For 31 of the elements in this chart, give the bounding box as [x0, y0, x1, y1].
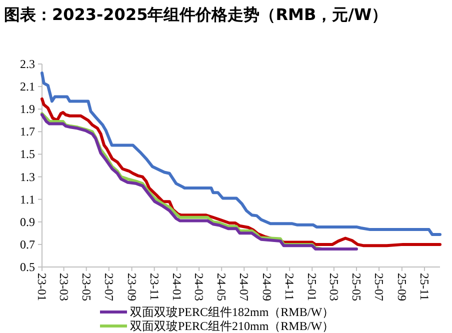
legend-label: 双面双玻PERC组件210mm（RMB/W） — [130, 319, 334, 333]
x-tick-label: 23-05 — [79, 273, 94, 301]
x-tick-label: 25-05 — [349, 273, 364, 301]
y-tick-label: 1.3 — [20, 170, 35, 184]
x-tick-label: 25-01 — [305, 273, 320, 301]
x-tick-label: 25-09 — [394, 273, 409, 301]
y-tick-label: 0.5 — [20, 260, 35, 274]
x-tick-label: 25-03 — [326, 273, 341, 301]
x-tick-label: 25-11 — [417, 273, 432, 301]
x-tick-label: 24-11 — [282, 273, 297, 301]
y-tick-label: 2.3 — [20, 57, 35, 71]
y-tick-label: 1.5 — [20, 147, 35, 162]
y-tick-label: 0.9 — [20, 214, 35, 229]
x-tick-label: 23-09 — [124, 273, 139, 301]
x-tick-label: 23-03 — [56, 273, 71, 301]
x-tick-label: 24-05 — [214, 273, 229, 301]
y-tick-label: 2.1 — [20, 80, 35, 94]
y-tick-label: 1.1 — [20, 192, 35, 206]
x-tick-label: 23-11 — [147, 273, 162, 301]
x-tick-label: 23-07 — [102, 273, 116, 301]
y-tick-label: 0.7 — [20, 237, 35, 252]
x-tick-label: 24-01 — [170, 273, 184, 301]
x-tick-label: 25-07 — [372, 273, 386, 301]
x-tick-label: 24-09 — [260, 273, 274, 301]
y-tick-label: 1.9 — [20, 102, 35, 116]
x-tick-label: 23-01 — [35, 273, 49, 301]
x-tick-label: 24-03 — [192, 273, 206, 301]
legend-label: 双面双玻PERC组件182mm（RMB/W） — [130, 305, 334, 319]
y-tick-label: 1.7 — [20, 124, 35, 139]
chart-title: 图表：2023-2025年组件价格走势（RMB，元/W） — [4, 5, 388, 24]
x-tick-label: 24-07 — [237, 273, 252, 301]
